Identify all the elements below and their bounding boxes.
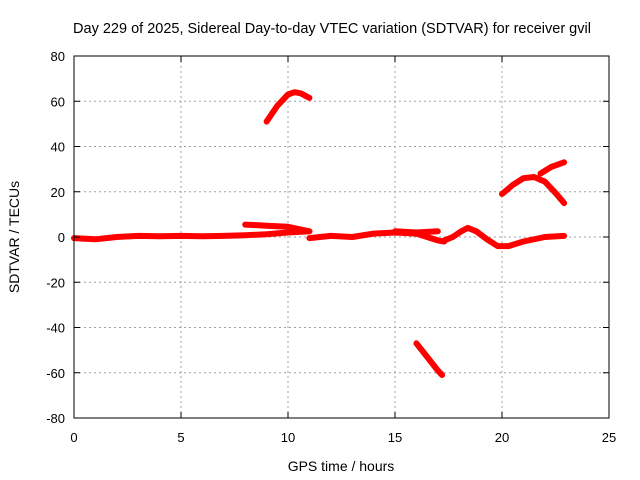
x-tick-label: 15 bbox=[388, 430, 402, 445]
x-tick-label: 0 bbox=[70, 430, 77, 445]
ticks-layer: 0 5 10 15 20 25 -80 -60 -40 -20 0 20 40 60 80 bbox=[46, 49, 616, 445]
series-track-9 bbox=[537, 159, 568, 177]
y-tick-label: 20 bbox=[51, 185, 65, 200]
x-tick-label: 10 bbox=[281, 430, 295, 445]
y-tick-label: 60 bbox=[51, 94, 65, 109]
y-tick-label: -40 bbox=[46, 321, 65, 336]
series-layer bbox=[71, 89, 568, 378]
series-track-7 bbox=[413, 340, 446, 378]
series-track-5 bbox=[392, 228, 441, 236]
y-tick-label: -80 bbox=[46, 411, 65, 426]
series-track-2 bbox=[242, 221, 313, 235]
x-axis-label: GPS time / hours bbox=[288, 458, 395, 474]
series-track-6 bbox=[441, 224, 568, 250]
y-tick-label: -60 bbox=[46, 366, 65, 381]
y-tick-label: 80 bbox=[51, 49, 65, 64]
series-track-1 bbox=[71, 228, 313, 243]
series-track-3 bbox=[263, 89, 313, 125]
x-tick-label: 25 bbox=[602, 430, 616, 445]
chart-title: Day 229 of 2025, Sidereal Day-to-day VTE… bbox=[73, 21, 591, 37]
x-tick-label: 20 bbox=[495, 430, 509, 445]
series-track-8 bbox=[499, 174, 568, 207]
x-tick-label: 5 bbox=[177, 430, 184, 445]
grid-layer bbox=[74, 56, 609, 418]
y-tick-label: 0 bbox=[58, 230, 65, 245]
y-axis-label: SDTVAR / TECUs bbox=[6, 181, 22, 293]
y-tick-label: 40 bbox=[51, 140, 65, 155]
y-tick-label: -20 bbox=[46, 275, 65, 290]
